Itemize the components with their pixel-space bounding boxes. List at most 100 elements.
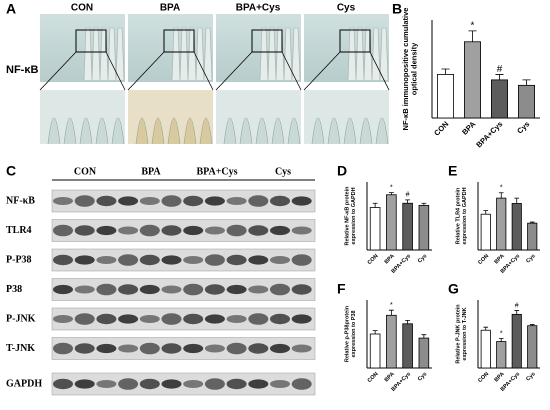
villus <box>359 118 373 145</box>
band <box>291 344 312 353</box>
band <box>204 378 225 390</box>
error-bar <box>483 326 489 331</box>
band <box>74 343 95 354</box>
villus <box>327 118 341 145</box>
band <box>248 195 269 207</box>
zoom-line <box>281 51 302 91</box>
band <box>248 255 269 265</box>
significance: # <box>515 302 519 309</box>
band <box>291 226 312 235</box>
band <box>53 378 73 390</box>
bar <box>511 313 522 369</box>
band <box>118 196 139 206</box>
error-bar <box>468 30 477 42</box>
band <box>183 256 204 264</box>
bar <box>418 337 430 369</box>
zoom-line <box>193 51 214 91</box>
band <box>161 225 182 236</box>
band <box>96 283 117 296</box>
bar <box>369 207 381 251</box>
bar <box>480 329 491 369</box>
column-label: Cys <box>337 3 356 14</box>
band <box>270 343 290 354</box>
bar <box>463 41 481 119</box>
band <box>53 342 73 355</box>
band <box>139 315 160 323</box>
significance: # <box>406 192 410 199</box>
blot-label: P38 <box>6 284 22 295</box>
villus <box>183 118 197 145</box>
error-bar <box>529 324 535 326</box>
villus <box>63 118 77 145</box>
significance: * <box>390 184 393 191</box>
bar <box>369 333 381 369</box>
band <box>226 342 247 355</box>
error-bar <box>372 330 378 334</box>
band <box>270 225 290 236</box>
band <box>74 225 95 236</box>
villus <box>271 118 285 145</box>
y-axis-label: Relative P-JNK protein <box>455 304 461 364</box>
band <box>96 343 117 354</box>
band <box>161 285 182 294</box>
band <box>248 225 269 236</box>
band <box>161 195 182 207</box>
villus <box>343 118 357 145</box>
y-axis-label: expression to GAPDH <box>351 187 357 244</box>
blot-label: P-P38 <box>6 254 32 265</box>
error-bar <box>498 338 504 342</box>
bar <box>402 323 413 369</box>
error-bar <box>529 221 535 224</box>
band <box>204 284 225 295</box>
villus <box>267 27 277 81</box>
blot-label: TLR4 <box>6 225 32 236</box>
bar <box>480 213 491 251</box>
zoom-box <box>75 29 107 53</box>
x-tick-label: BPA <box>384 371 396 383</box>
x-tick-label: CON <box>477 371 490 384</box>
panel-label: C <box>6 163 16 179</box>
villus <box>287 118 301 145</box>
column-label: BPA+Cys <box>236 3 281 14</box>
blot-label: NF-κB <box>6 195 35 206</box>
error-bar <box>372 202 378 208</box>
band <box>204 344 225 353</box>
group-label: BPA+Cys <box>196 166 237 177</box>
x-tick-label: CON <box>367 371 380 384</box>
x-tick-label: CON <box>367 253 380 266</box>
band <box>183 195 204 207</box>
bar <box>527 325 538 369</box>
column-label: BPA <box>160 3 180 14</box>
x-tick-label: CON <box>477 253 490 266</box>
panel-a: A NF-κB <box>6 1 38 76</box>
villus <box>195 27 205 81</box>
villus <box>107 27 117 81</box>
zoom-line <box>105 51 126 91</box>
error-bar <box>388 309 394 316</box>
band <box>270 256 290 264</box>
band <box>270 313 290 325</box>
blot-label: T-JNK <box>6 343 35 354</box>
band <box>226 284 247 295</box>
band <box>53 284 73 295</box>
x-tick-label: CON <box>432 119 450 137</box>
y-axis-label: Relative p-P38protein <box>344 305 350 362</box>
villus <box>199 118 213 145</box>
villus <box>283 27 293 81</box>
band <box>53 315 73 323</box>
x-tick-label: Cys <box>515 119 531 135</box>
band <box>53 224 73 237</box>
villus <box>375 118 389 145</box>
zoom-box <box>163 29 195 53</box>
significance: * <box>390 302 393 309</box>
band <box>291 284 312 295</box>
error-bar <box>441 68 450 75</box>
villus <box>371 27 381 81</box>
band <box>118 226 139 235</box>
band <box>270 283 290 296</box>
bar <box>418 204 430 251</box>
x-tick-label: BPA+Cys <box>474 119 504 149</box>
x-tick-label: BPA <box>384 253 396 265</box>
zoom-box <box>251 29 283 53</box>
band <box>204 226 225 235</box>
